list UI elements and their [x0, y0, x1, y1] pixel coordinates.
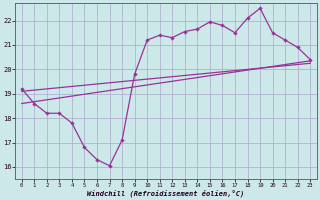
X-axis label: Windchill (Refroidissement éolien,°C): Windchill (Refroidissement éolien,°C) — [87, 189, 244, 197]
